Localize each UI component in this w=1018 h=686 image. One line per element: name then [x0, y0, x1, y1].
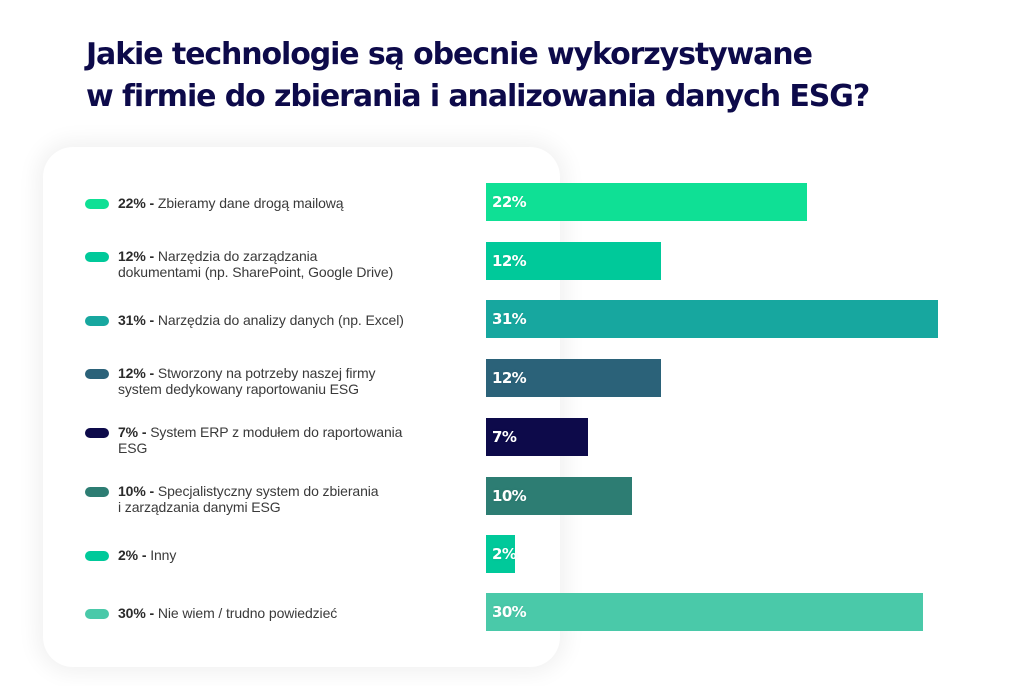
legend-text-line: System ERP z modułem do raportowania — [150, 424, 403, 440]
legend-text-line: Stworzony na potrzeby naszej firmy — [157, 365, 376, 381]
legend-text-line: dokumentami (np. SharePoint, Google Driv… — [118, 264, 394, 280]
legend-label: 30% - Nie wiem / trudno powiedzieć — [118, 605, 337, 621]
legend-label: 31% - Narzędzia do analizy danych (np. E… — [118, 312, 404, 328]
legend-swatch — [85, 199, 109, 209]
legend-item: 30% - Nie wiem / trudno powiedzieć — [85, 605, 455, 621]
legend-text-line: Nie wiem / trudno powiedzieć — [157, 605, 338, 621]
bar-value-label: 12% — [492, 252, 527, 270]
legend-text-line: Specjalistyczny system do zbierania — [157, 483, 379, 499]
legend-item: 10% - Specjalistyczny system do zbierani… — [85, 483, 455, 515]
bar-value-label: 7% — [492, 428, 517, 446]
legend-text-line: system dedykowany raportowaniu ESG — [118, 381, 359, 397]
bar: 7% — [486, 418, 588, 456]
bar-value-label: 30% — [492, 603, 527, 621]
legend-percent: 31% - — [118, 312, 158, 328]
legend-label: 10% - Specjalistyczny system do zbierani… — [118, 483, 379, 515]
legend-item: 12% - Narzędzia do zarządzania dokumentam… — [85, 248, 455, 280]
legend-text-line: Narzędzia do analizy danych (np. Excel) — [157, 312, 404, 328]
legend-percent: 30% - — [118, 605, 158, 621]
legend-text-line: Zbieramy dane drogą mailową — [157, 195, 344, 211]
bar: 12% — [486, 359, 661, 397]
legend-label: 7% - System ERP z modułem do raportowani… — [118, 424, 402, 456]
legend-swatch — [85, 551, 109, 561]
legend-item: 7% - System ERP z modułem do raportowani… — [85, 424, 455, 456]
legend-percent: 10% - — [118, 483, 158, 499]
legend-label: 12% - Stworzony na potrzeby naszej firmy… — [118, 365, 376, 397]
bar-value-label: 2% — [492, 545, 517, 563]
bar: 22% — [486, 183, 807, 221]
bar-value-label: 22% — [492, 193, 527, 211]
legend-label: 2% - Inny — [118, 547, 176, 563]
legend-item: 22% - Zbieramy dane drogą mailową — [85, 195, 455, 211]
legend-item: 31% - Narzędzia do analizy danych (np. E… — [85, 312, 455, 328]
legend-percent: 12% - — [118, 365, 158, 381]
legend-swatch — [85, 316, 109, 326]
legend-percent: 2% - — [118, 547, 151, 563]
bar: 30% — [486, 593, 923, 631]
bar: 12% — [486, 242, 661, 280]
title-line-2: w firmie do zbierania i analizowania dan… — [86, 79, 870, 114]
legend-text-line: Narzędzia do zarządzania — [157, 248, 318, 264]
legend-percent: 22% - — [118, 195, 158, 211]
legend-percent: 7% - — [118, 424, 151, 440]
legend-card — [43, 147, 560, 667]
legend-item: 2% - Inny — [85, 547, 455, 563]
bar: 31% — [486, 300, 938, 338]
legend-label: 12% - Narzędzia do zarządzania dokumentam… — [118, 248, 393, 280]
legend-label: 22% - Zbieramy dane drogą mailową — [118, 195, 344, 211]
legend-swatch — [85, 609, 109, 619]
legend-text-line: ESG — [118, 440, 148, 456]
legend-swatch — [85, 252, 109, 262]
bar: 2% — [486, 535, 517, 573]
legend-item: 12% - Stworzony na potrzeby naszej firmy… — [85, 365, 455, 397]
chart-title: Jakie technologie są obecnie wykorzystyw… — [86, 34, 946, 118]
legend-text-line: Inny — [150, 547, 177, 563]
bar-value-label: 31% — [492, 310, 527, 328]
bar-value-label: 10% — [492, 487, 527, 505]
bar: 10% — [486, 477, 632, 515]
bar-value-label: 12% — [492, 369, 527, 387]
title-line-1: Jakie technologie są obecnie wykorzystyw… — [86, 37, 813, 72]
legend-text-line: i zarządzania danymi ESG — [118, 499, 281, 515]
legend-swatch — [85, 428, 109, 438]
legend-swatch — [85, 369, 109, 379]
legend-swatch — [85, 487, 109, 497]
legend-percent: 12% - — [118, 248, 158, 264]
